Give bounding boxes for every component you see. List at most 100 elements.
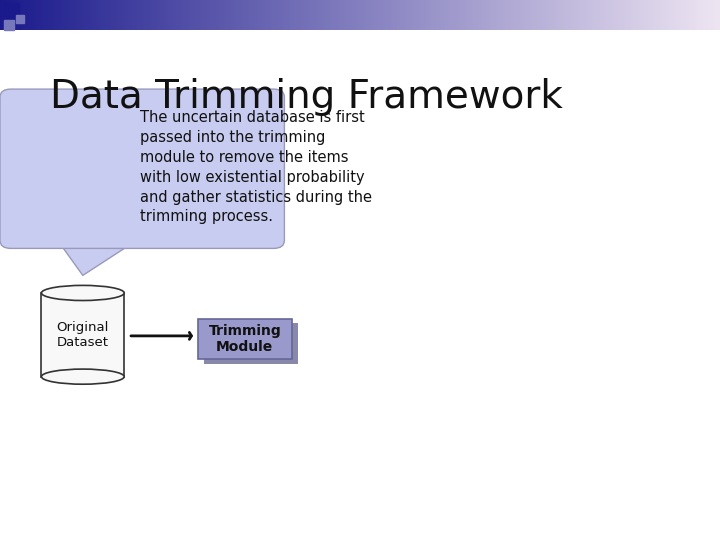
Bar (464, 0, 467, 30)
Bar (510, 0, 513, 30)
Bar (557, 0, 559, 30)
Bar (294, 0, 296, 30)
Bar (460, 0, 462, 30)
Bar (200, 0, 202, 30)
Bar (564, 0, 566, 30)
Bar (270, 0, 272, 30)
Bar (631, 0, 634, 30)
Bar (335, 0, 337, 30)
Bar (474, 0, 477, 30)
Bar (284, 0, 287, 30)
Bar (480, 0, 482, 30)
Bar (42, 293, 125, 377)
Bar (498, 0, 501, 30)
Bar (127, 0, 130, 30)
Bar (138, 0, 140, 30)
Bar (337, 0, 340, 30)
Bar (246, 0, 248, 30)
Bar (561, 0, 564, 30)
Bar (120, 0, 123, 30)
Bar (210, 0, 212, 30)
Bar (457, 0, 460, 30)
Bar (611, 0, 614, 30)
Bar (274, 0, 277, 30)
Bar (448, 0, 450, 30)
Bar (693, 0, 696, 30)
Bar (94, 0, 96, 30)
Bar (383, 0, 385, 30)
Bar (19, 0, 22, 30)
Bar (638, 0, 641, 30)
Bar (4, 20, 14, 30)
Bar (446, 0, 448, 30)
Bar (369, 0, 371, 30)
Bar (501, 0, 503, 30)
Bar (197, 0, 200, 30)
Bar (16, 15, 24, 23)
Bar (390, 0, 392, 30)
Bar (373, 0, 376, 30)
Bar (12, 0, 14, 30)
Bar (619, 0, 621, 30)
Bar (378, 0, 380, 30)
Bar (513, 0, 516, 30)
Bar (417, 0, 419, 30)
Bar (578, 0, 580, 30)
Bar (174, 0, 176, 30)
Bar (118, 0, 120, 30)
Bar (0, 0, 2, 30)
Bar (89, 0, 91, 30)
Bar (354, 0, 356, 30)
Bar (609, 0, 611, 30)
Bar (662, 0, 665, 30)
Bar (364, 0, 366, 30)
Bar (405, 0, 407, 30)
Bar (482, 0, 484, 30)
Bar (289, 0, 292, 30)
Bar (503, 0, 505, 30)
Bar (665, 0, 667, 30)
Bar (539, 0, 542, 30)
Bar (554, 0, 557, 30)
Bar (258, 0, 260, 30)
Bar (706, 0, 708, 30)
Bar (428, 0, 431, 30)
Text: Trimming
Module: Trimming Module (208, 324, 282, 354)
Bar (588, 0, 590, 30)
Bar (715, 0, 718, 30)
Bar (263, 0, 265, 30)
Bar (660, 0, 662, 30)
Bar (414, 0, 417, 30)
Bar (438, 0, 441, 30)
Bar (301, 0, 303, 30)
Bar (604, 0, 607, 30)
Bar (287, 0, 289, 30)
Bar (645, 0, 648, 30)
Bar (616, 0, 619, 30)
Bar (402, 0, 405, 30)
Bar (36, 0, 39, 30)
Bar (72, 0, 75, 30)
Bar (260, 0, 263, 30)
Bar (222, 0, 224, 30)
FancyBboxPatch shape (204, 323, 298, 364)
Bar (505, 0, 508, 30)
Bar (147, 0, 149, 30)
Bar (614, 0, 616, 30)
Bar (140, 0, 142, 30)
Bar (636, 0, 638, 30)
Bar (60, 235, 135, 242)
Bar (65, 0, 68, 30)
Bar (99, 0, 101, 30)
Bar (279, 0, 282, 30)
Bar (467, 0, 469, 30)
Bar (123, 0, 125, 30)
Bar (453, 0, 455, 30)
Bar (207, 0, 210, 30)
Bar (219, 0, 222, 30)
Bar (621, 0, 624, 30)
Bar (652, 0, 655, 30)
Bar (366, 0, 369, 30)
Bar (50, 0, 53, 30)
Bar (176, 0, 178, 30)
